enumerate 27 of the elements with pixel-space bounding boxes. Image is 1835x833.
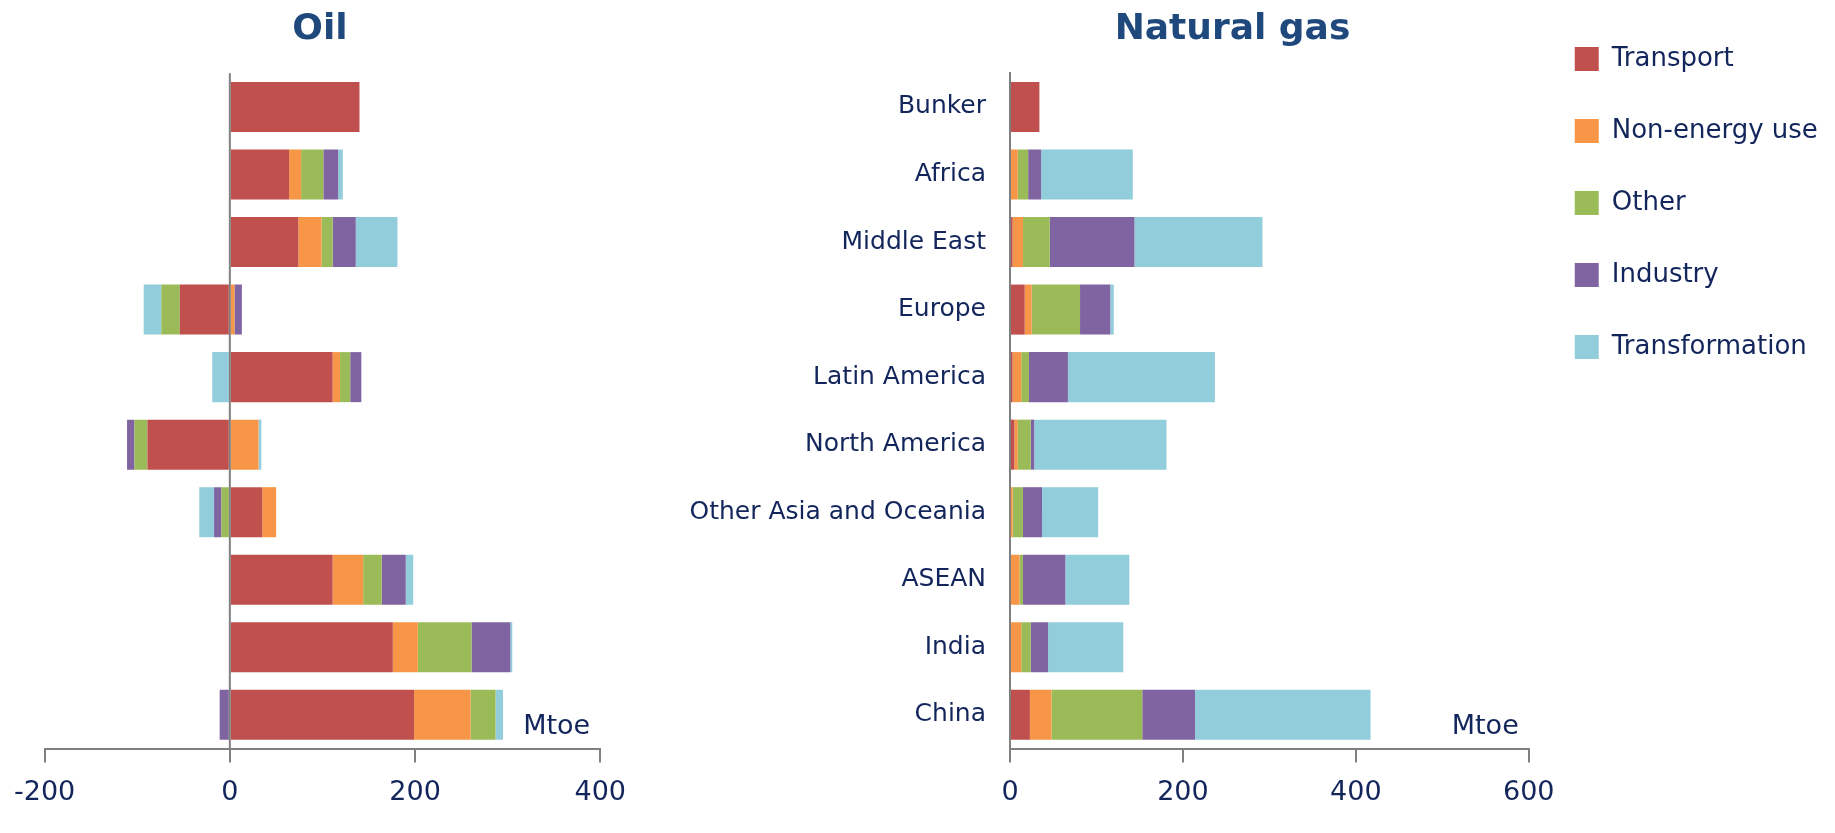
legend-label: Transformation (1610, 329, 1807, 360)
y-tick-label: ASEAN (901, 563, 986, 593)
y-tick-label: Middle East (841, 225, 987, 255)
x-tick-label: 200 (389, 774, 441, 806)
x-tick-label: 200 (1157, 774, 1209, 806)
x-tick-label: 0 (1001, 774, 1019, 806)
y-tick-label: Africa (914, 158, 986, 188)
x-axis-title: Mtoe (523, 709, 591, 741)
y-tick-label: Other Asia and Oceania (689, 495, 986, 525)
x-tick-label: -200 (14, 774, 76, 806)
y-tick-label: Bunker (897, 90, 987, 120)
y-tick-label: Latin America (813, 360, 986, 390)
x-tick-label: 600 (1502, 774, 1555, 806)
y-tick-label: India (924, 630, 986, 660)
chart-title: Oil (292, 5, 348, 47)
x-tick-label: 0 (221, 774, 239, 806)
y-tick-label: Europe (898, 293, 986, 323)
y-tick-label: China (914, 698, 986, 728)
y-tick-label: North America (805, 428, 986, 458)
chart-title: Natural gas (1114, 5, 1351, 47)
legend-label: Other (1611, 185, 1686, 216)
x-tick-label: 400 (1330, 774, 1382, 806)
x-axis-title: Mtoe (1451, 709, 1519, 741)
legend-label: Transport (1610, 41, 1734, 72)
x-tick-label: 400 (574, 774, 627, 806)
legend-label: Industry (1611, 257, 1719, 288)
legend-label: Non-energy use (1611, 113, 1818, 144)
